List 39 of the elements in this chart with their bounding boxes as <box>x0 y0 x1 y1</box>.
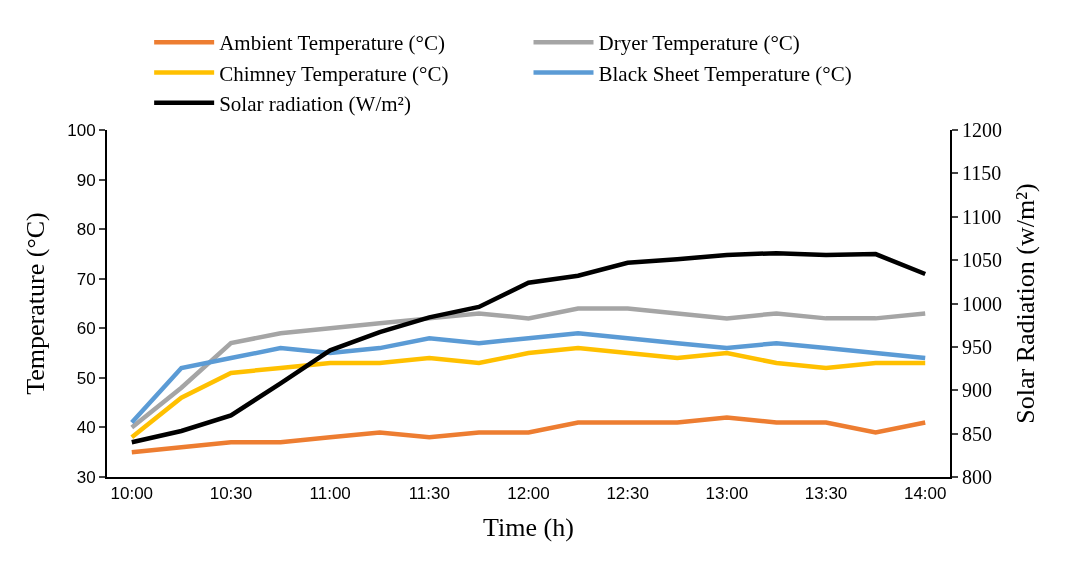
y-tick-label: 60 <box>76 319 96 339</box>
x-tick-label: 12:00 <box>507 484 550 504</box>
y2-tick-label: 1150 <box>962 162 1002 185</box>
legend-label: Solar radiation (W/m²) <box>219 92 411 116</box>
x-tick-label: 13:30 <box>804 484 848 504</box>
y2-tick-label: 850 <box>962 422 992 445</box>
x-tick-label: 11:30 <box>408 484 450 504</box>
x-tick-label: 12:30 <box>606 484 649 504</box>
x-tick-label: 10:00 <box>110 484 154 504</box>
x-axis-title: Time (h) <box>483 512 574 542</box>
line-series <box>129 330 928 425</box>
legend-label: Chimney Temperature (°C) <box>219 61 449 86</box>
y-axis-title: Temperature (°C) <box>21 212 51 395</box>
legend-label: Dryer Temperature (°C) <box>598 31 800 56</box>
x-tick-label: 10:30 <box>209 484 253 504</box>
line-series <box>129 306 928 430</box>
line-series <box>129 345 928 440</box>
x-tick-label: 11:00 <box>309 484 351 504</box>
y-tick-label: 100 <box>67 120 96 140</box>
y2-tick-label: 1100 <box>962 205 1002 228</box>
legend-label: Ambient Temperature (°C) <box>219 31 445 56</box>
y2-tick-label: 900 <box>962 379 992 402</box>
y-tick-label: 50 <box>76 368 96 388</box>
y-tick-label: 40 <box>76 418 96 438</box>
y2-axis-title: Solar Radiation (w/m²) <box>1011 183 1041 424</box>
line-series <box>129 415 928 455</box>
y-tick-label: 90 <box>76 170 96 190</box>
legend-label: Black Sheet Temperature (°C) <box>598 61 852 86</box>
y2-tick-label: 800 <box>962 466 992 488</box>
y-tick-label: 80 <box>76 220 96 240</box>
y-tick-label: 30 <box>76 467 96 487</box>
y2-tick-label: 950 <box>962 335 992 358</box>
x-tick-label: 14:00 <box>903 484 947 504</box>
y-tick-label: 70 <box>76 269 96 289</box>
line-series <box>129 250 928 445</box>
y2-tick-label: 1000 <box>962 292 1002 315</box>
x-tick-label: 13:00 <box>705 484 749 504</box>
y2-tick-label: 1200 <box>962 119 1002 141</box>
y2-tick-label: 1050 <box>962 249 1002 272</box>
